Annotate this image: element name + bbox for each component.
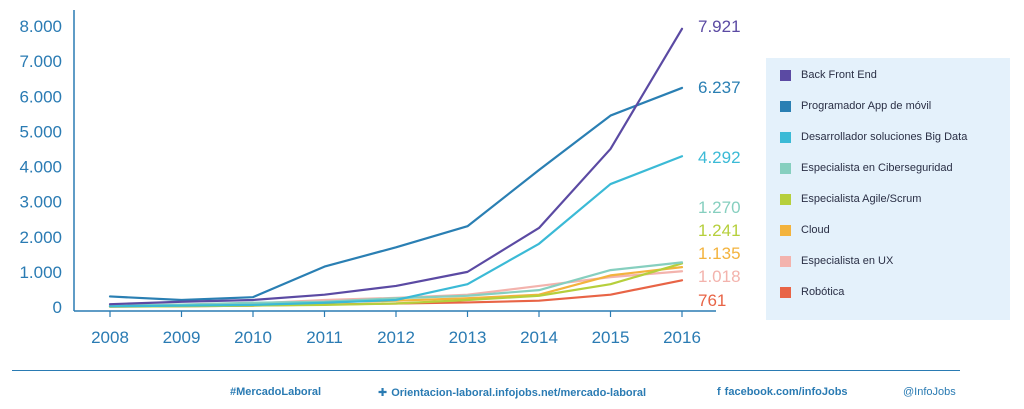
- legend-item: Back Front End: [780, 66, 877, 84]
- end-value-label: 6.237: [698, 78, 741, 97]
- legend-swatch: [780, 286, 791, 298]
- x-tick-label: 2016: [663, 328, 701, 347]
- footer-url-text: Orientacion-laboral.infojobs.net/mercado…: [391, 387, 647, 399]
- x-tick-label: 2011: [306, 328, 343, 347]
- series-line-0: [108, 27, 684, 306]
- legend-swatch: [780, 162, 791, 174]
- legend-item: Especialista en UX: [780, 252, 893, 270]
- legend-swatch: [780, 224, 791, 236]
- y-tick-label: 0: [53, 298, 62, 317]
- legend-label: Robótica: [801, 286, 845, 298]
- legend-swatch: [780, 193, 791, 205]
- legend-label: Cloud: [801, 224, 830, 236]
- x-tick-label: 2013: [449, 328, 487, 347]
- legend-item: Programador App de móvil: [780, 97, 931, 115]
- y-tick-label: 6.000: [19, 87, 62, 106]
- series-line-3: [108, 261, 684, 307]
- line-chart: 0 1.000 2.000 3.000 4.000 5.000 6.000 7.000 8.00…: [19, 10, 741, 347]
- y-tick-label: 5.000: [19, 122, 62, 141]
- legend-swatch: [780, 131, 791, 143]
- legend-swatch: [780, 69, 791, 81]
- end-value-label: 7.921: [698, 17, 741, 36]
- footer-hashtag[interactable]: #MercadoLaboral: [230, 386, 322, 398]
- legend-label: Especialista en UX: [801, 255, 894, 267]
- x-tick-label: 2015: [592, 328, 630, 347]
- facebook-icon: f: [717, 386, 721, 398]
- chart-legend: Back Front End Programador App de móvil De…: [766, 58, 1010, 320]
- footer-divider: [12, 370, 960, 371]
- x-tick-label: 2014: [520, 328, 558, 347]
- y-tick-label: 7.000: [19, 52, 62, 71]
- legend-label: Programador App de móvil: [801, 100, 932, 112]
- y-tick-label: 1.000: [19, 263, 62, 282]
- end-value-label: 1.135: [698, 244, 741, 263]
- legend-swatch: [780, 255, 791, 267]
- plus-icon: ✚: [378, 387, 388, 399]
- footer-twitter-link[interactable]: @InfoJobs: [903, 386, 956, 398]
- legend-item: Robótica: [780, 283, 844, 301]
- x-tick-label: 2010: [234, 328, 272, 347]
- legend-item: Desarrollador soluciones Big Data: [780, 128, 967, 146]
- legend-label: Especialista en Ciberseguridad: [801, 162, 953, 174]
- series-line-2: [108, 155, 684, 308]
- legend-label: Desarrollador soluciones Big Data: [801, 131, 968, 143]
- end-value-label: 1.018: [698, 267, 741, 286]
- footer-facebook-link[interactable]: f facebook.com/infoJobs: [717, 386, 848, 398]
- y-tick-label: 2.000: [19, 228, 62, 247]
- legend-item: Especialista Agile/Scrum: [780, 190, 921, 208]
- footer-facebook-text: facebook.com/infoJobs: [724, 386, 848, 398]
- series-line-1: [108, 86, 684, 302]
- legend-swatch: [780, 100, 791, 112]
- y-tick-label: 8.000: [19, 17, 62, 36]
- legend-item: Cloud: [780, 221, 830, 239]
- y-tick-label: 4.000: [19, 158, 62, 177]
- end-value-label: 761: [698, 291, 726, 310]
- end-value-label: 1.270: [698, 198, 741, 217]
- legend-label: Back Front End: [801, 69, 877, 81]
- end-value-label: 1.241: [698, 221, 741, 240]
- x-tick-label: 2012: [377, 328, 415, 347]
- footer-url-link[interactable]: ✚ Orientacion-laboral.infojobs.net/mercad…: [378, 386, 646, 399]
- x-tick-label: 2009: [163, 328, 201, 347]
- legend-item: Especialista en Ciberseguridad: [780, 159, 953, 177]
- y-tick-label: 3.000: [19, 193, 62, 212]
- x-tick-label: 2008: [91, 328, 129, 347]
- end-value-label: 4.292: [698, 148, 741, 167]
- legend-label: Especialista Agile/Scrum: [801, 193, 922, 205]
